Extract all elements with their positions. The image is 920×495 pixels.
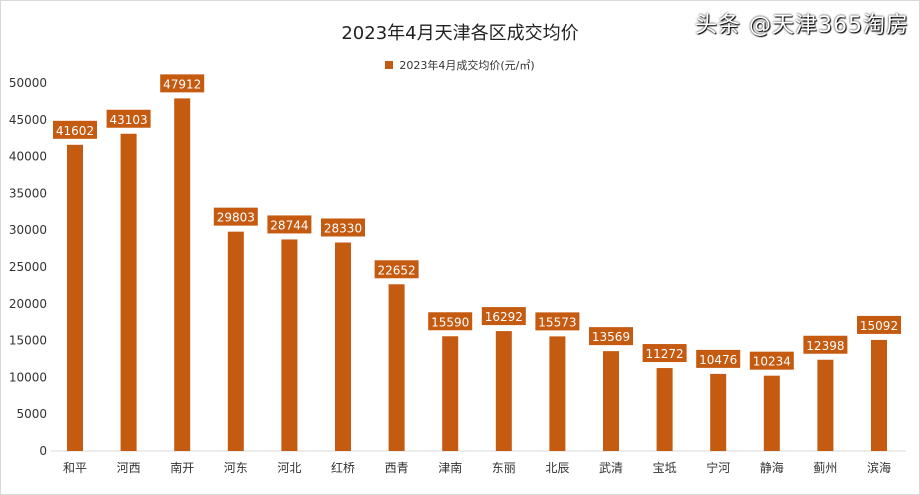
data-label: 10234 bbox=[753, 355, 791, 369]
data-label: 16292 bbox=[485, 310, 523, 324]
x-tick-label: 和平 bbox=[63, 461, 87, 475]
data-label: 43103 bbox=[110, 113, 148, 127]
data-label-box bbox=[589, 327, 633, 346]
legend: 2023年4月成交均价(元/㎡) bbox=[1, 57, 919, 73]
bar bbox=[656, 368, 673, 451]
data-label: 13569 bbox=[592, 330, 630, 344]
bar bbox=[495, 331, 512, 451]
y-tick-label: 10000 bbox=[9, 370, 47, 384]
y-tick-label: 5000 bbox=[16, 407, 47, 421]
watermark: 头条 @天津365淘房 bbox=[695, 13, 909, 38]
data-label-box bbox=[160, 74, 205, 93]
data-label-box bbox=[642, 344, 687, 363]
x-tick-label: 蓟州 bbox=[813, 461, 837, 475]
x-tick-label: 津南 bbox=[438, 460, 462, 475]
x-tick-label: 红桥 bbox=[331, 460, 355, 475]
bar bbox=[710, 373, 727, 451]
bar bbox=[817, 359, 834, 451]
data-label-box bbox=[749, 351, 794, 370]
data-label: 15573 bbox=[538, 315, 576, 329]
data-label-box bbox=[803, 335, 848, 354]
x-tick-label: 宝坻 bbox=[653, 460, 677, 475]
y-tick-label: 15000 bbox=[9, 334, 47, 348]
x-tick-label: 静海 bbox=[760, 460, 784, 475]
data-label-box bbox=[321, 218, 365, 237]
x-tick-label: 河西 bbox=[117, 461, 141, 475]
data-label-box bbox=[53, 120, 97, 139]
data-label-box bbox=[696, 349, 741, 368]
data-label: 22652 bbox=[378, 263, 416, 277]
legend-swatch bbox=[385, 61, 394, 69]
data-label: 28744 bbox=[270, 218, 308, 232]
data-label: 15092 bbox=[860, 319, 898, 333]
data-label-box bbox=[267, 215, 312, 234]
bar bbox=[120, 133, 137, 452]
data-label: 15590 bbox=[431, 315, 469, 329]
y-tick-label: 25000 bbox=[9, 260, 47, 274]
data-label: 47912 bbox=[163, 77, 201, 91]
data-label: 12398 bbox=[806, 339, 844, 353]
bar bbox=[227, 231, 244, 451]
y-tick-label: 40000 bbox=[9, 150, 47, 164]
y-tick-label: 20000 bbox=[9, 297, 47, 311]
data-label-box bbox=[213, 207, 258, 226]
data-label: 29803 bbox=[217, 211, 255, 225]
data-label: 41602 bbox=[56, 124, 94, 138]
legend-label: 2023年4月成交均价(元/㎡) bbox=[399, 59, 535, 72]
data-label: 10476 bbox=[699, 353, 737, 367]
data-label-box bbox=[481, 307, 526, 326]
y-tick-label: 30000 bbox=[9, 223, 47, 237]
bar bbox=[281, 239, 298, 451]
bar bbox=[335, 242, 351, 451]
data-label-box bbox=[857, 315, 901, 334]
x-tick-label: 北辰 bbox=[545, 461, 569, 475]
x-tick-label: 武清 bbox=[599, 461, 623, 475]
data-label-box bbox=[535, 312, 580, 331]
data-label: 28330 bbox=[324, 221, 362, 235]
x-tick-label: 河北 bbox=[277, 461, 301, 475]
data-label-box bbox=[428, 312, 473, 331]
data-label: 11272 bbox=[646, 347, 684, 361]
bar bbox=[67, 144, 83, 452]
y-tick-label: 0 bbox=[39, 444, 47, 458]
bar bbox=[549, 336, 566, 451]
data-label-box bbox=[106, 109, 151, 128]
bar bbox=[871, 339, 887, 451]
x-tick-label: 西青 bbox=[385, 461, 409, 475]
bar bbox=[763, 375, 780, 451]
bar bbox=[603, 351, 619, 451]
chart-title: 2023年4月天津各区成交均价 bbox=[341, 23, 579, 44]
x-tick-label: 宁河 bbox=[706, 460, 730, 475]
x-tick-label: 河东 bbox=[224, 461, 248, 475]
data-label-box bbox=[374, 260, 419, 279]
x-tick-label: 东丽 bbox=[492, 461, 516, 475]
y-tick-label: 45000 bbox=[9, 113, 47, 127]
y-tick-label: 50000 bbox=[9, 76, 47, 90]
y-tick-label: 35000 bbox=[9, 186, 47, 200]
bar bbox=[388, 284, 405, 451]
bar bbox=[442, 336, 459, 451]
x-tick-label: 南开 bbox=[170, 460, 194, 475]
x-tick-label: 滨海 bbox=[867, 460, 891, 475]
bar bbox=[174, 98, 191, 452]
